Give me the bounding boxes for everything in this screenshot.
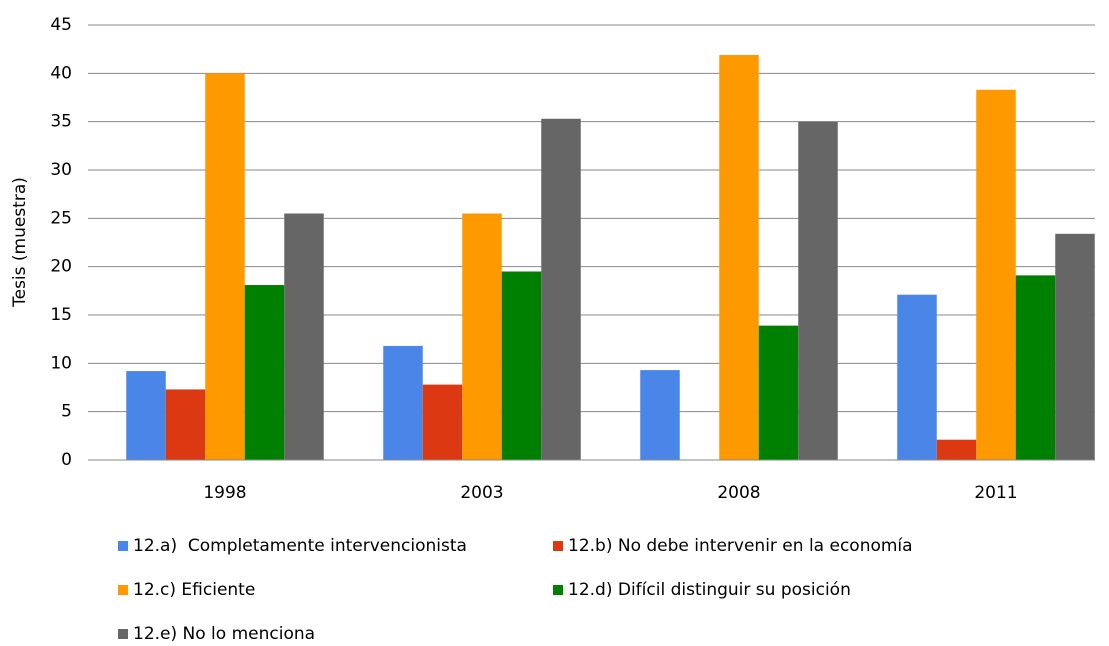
- y-tick-label: 30: [50, 160, 72, 180]
- bar: [126, 371, 166, 460]
- bar: [719, 54, 759, 460]
- y-tick-label: 40: [50, 63, 72, 83]
- legend-label: 12.e) No lo menciona: [133, 624, 315, 644]
- bar: [798, 121, 838, 461]
- bar: [1015, 275, 1056, 460]
- legend-swatch: [118, 585, 128, 595]
- legend-label: 12.b) No debe intervenir en la economía: [568, 536, 913, 556]
- bar: [165, 389, 206, 460]
- y-tick-label: 15: [50, 305, 72, 325]
- legend-swatch: [118, 541, 128, 551]
- bar: [383, 345, 423, 460]
- bar: [541, 118, 581, 461]
- x-tick-label: 1998: [203, 483, 246, 503]
- bar: [205, 73, 245, 460]
- bar: [897, 294, 937, 460]
- bar: [1055, 233, 1095, 460]
- x-tick-label: 2003: [460, 483, 503, 503]
- bar: [936, 439, 977, 460]
- bar: [244, 285, 285, 460]
- bar: [501, 271, 542, 460]
- bar: [462, 213, 502, 460]
- y-tick-label: 10: [50, 353, 72, 373]
- legend-swatch: [118, 629, 128, 639]
- bar: [976, 89, 1016, 461]
- y-tick-label: 20: [50, 257, 72, 277]
- bar: [284, 213, 324, 460]
- y-tick-label: 25: [50, 208, 72, 228]
- legend-swatch: [553, 585, 563, 595]
- y-axis-label: Tesis (muestra): [10, 177, 30, 308]
- legend-swatch: [553, 541, 563, 551]
- y-tick-label: 5: [61, 402, 72, 422]
- legend-label: 12.a) Completamente intervencionista: [133, 536, 467, 556]
- legend-label: 12.d) Difícil distinguir su posición: [568, 580, 851, 600]
- bar: [758, 325, 799, 460]
- y-tick-label: 45: [50, 15, 72, 35]
- bar: [640, 370, 680, 460]
- y-tick-label: 35: [50, 112, 72, 132]
- y-tick-label: 0: [61, 450, 72, 470]
- bar: [422, 384, 463, 460]
- legend-label: 12.c) Eficiente: [133, 580, 255, 600]
- x-tick-label: 2011: [974, 483, 1017, 503]
- x-tick-label: 2008: [717, 483, 760, 503]
